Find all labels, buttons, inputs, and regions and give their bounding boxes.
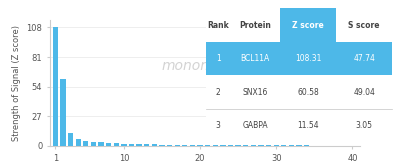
Bar [289,145,294,146]
Bar [280,75,336,109]
Bar [228,145,233,146]
Bar [174,145,180,146]
Bar [106,143,111,146]
Bar [336,8,392,42]
Text: SNX16: SNX16 [243,88,268,97]
Bar [206,75,230,109]
Bar [136,144,142,146]
Text: 49.04: 49.04 [353,88,375,97]
Bar [336,109,392,143]
Bar [53,27,58,146]
Bar [91,142,96,146]
Bar [280,109,336,143]
Bar [213,145,218,146]
Bar [129,144,134,146]
Bar [319,145,324,146]
Bar [296,145,302,146]
Text: BCL11A: BCL11A [241,54,270,63]
Bar [312,145,317,146]
Bar [266,145,271,146]
Text: 11.54: 11.54 [298,121,319,130]
Y-axis label: Strength of Signal (Z score): Strength of Signal (Z score) [12,25,21,141]
Bar [114,143,119,146]
Bar [60,79,66,146]
Text: GABPA: GABPA [242,121,268,130]
Text: Z score: Z score [292,20,324,30]
Bar [152,144,157,146]
Bar [121,144,126,146]
Bar [251,145,256,146]
Text: 108.31: 108.31 [295,54,322,63]
Text: Rank: Rank [207,20,229,30]
Bar [197,145,203,146]
Bar [236,145,241,146]
Text: monomabs: monomabs [162,59,239,73]
Bar [167,145,172,146]
Text: 60.58: 60.58 [298,88,319,97]
Bar [98,143,104,146]
Bar [220,145,226,146]
Bar [274,145,279,146]
Text: Protein: Protein [239,20,271,30]
Bar [304,145,309,146]
Bar [68,133,73,146]
Bar [206,8,230,42]
Text: 3: 3 [216,121,220,130]
Bar [205,145,210,146]
Text: 2: 2 [216,88,220,97]
Bar [336,42,392,75]
Bar [336,75,392,109]
Bar [190,145,195,146]
Bar [230,109,280,143]
Bar [258,145,264,146]
Bar [280,8,336,42]
Text: 47.74: 47.74 [353,54,375,63]
Bar [206,42,230,75]
Bar [159,144,165,146]
Bar [83,141,88,146]
Bar [144,144,149,146]
Bar [281,145,286,146]
Bar [182,145,188,146]
Bar [280,42,336,75]
Text: 1: 1 [216,54,220,63]
Bar [230,75,280,109]
Bar [76,139,81,146]
Text: S score: S score [348,20,380,30]
Text: 3.05: 3.05 [356,121,373,130]
Bar [243,145,248,146]
Bar [230,8,280,42]
Bar [206,109,230,143]
Bar [230,42,280,75]
